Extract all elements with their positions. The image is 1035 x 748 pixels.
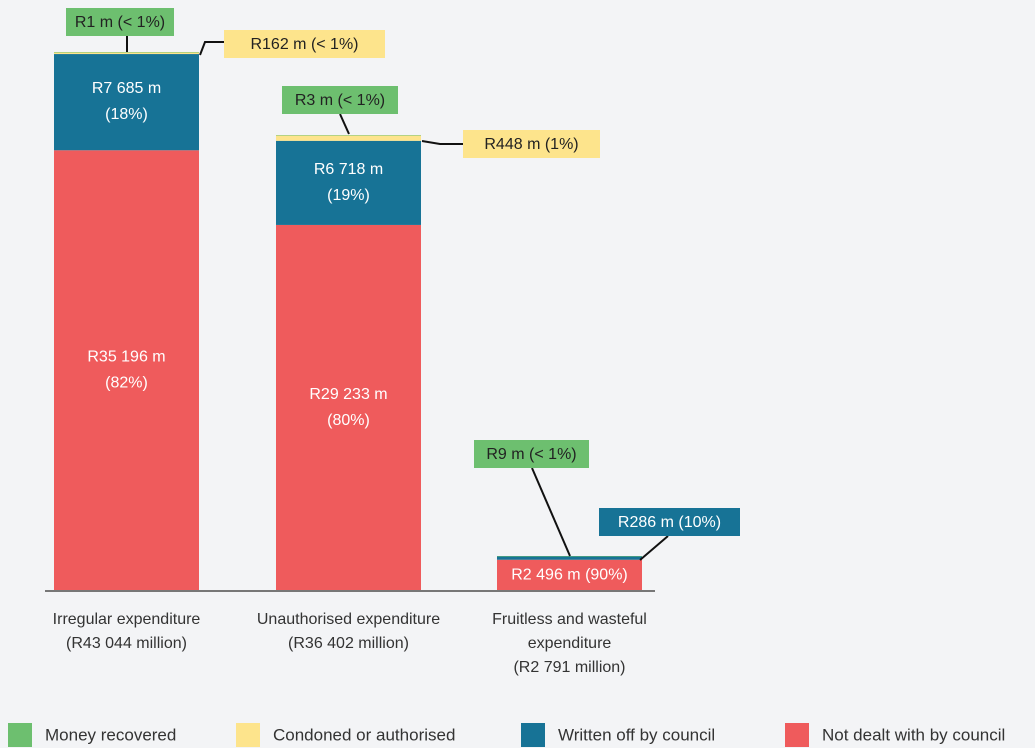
bar-segment (54, 52, 199, 53)
legend-label: Condoned or authorised (273, 725, 455, 744)
callout-line (339, 113, 350, 135)
x-tick-label: (R43 044 million) (66, 635, 187, 652)
bar-segment (497, 556, 642, 557)
x-tick-label: Fruitless and wasteful (492, 611, 647, 628)
legend-swatch (521, 723, 545, 747)
callout-box (474, 440, 589, 468)
bar-segment (276, 135, 421, 136)
x-tick-label: Unauthorised expenditure (257, 611, 440, 628)
value-label: R3 m (< 1%) (295, 92, 385, 109)
bar-segment (497, 556, 642, 560)
value-label: R9 m (< 1%) (486, 446, 576, 463)
bar-segment (54, 52, 199, 55)
callout-line (531, 467, 571, 557)
callout-box (599, 508, 740, 536)
callout-line (421, 140, 463, 145)
legend-swatch (785, 723, 809, 747)
bar-segment (497, 559, 642, 591)
value-label: R1 m (< 1%) (75, 14, 165, 31)
bar-segment (54, 150, 199, 592)
legend-swatch (8, 723, 32, 747)
value-label: R6 718 m (19%) (314, 161, 383, 204)
x-tick-label: (R36 402 million) (288, 635, 409, 652)
value-label: R7 685 m (18%) (92, 80, 161, 123)
bar-segment (276, 140, 421, 225)
value-label: R448 m (1%) (484, 136, 578, 153)
x-tick-label: (R2 791 million) (513, 659, 625, 676)
bar-segment (54, 54, 199, 151)
bar-segment (276, 135, 421, 141)
value-label: R35 196 m (82%) (87, 349, 165, 392)
value-label: R162 m (< 1%) (250, 36, 358, 53)
value-label: R286 m (10%) (618, 514, 721, 531)
callout-box (282, 86, 398, 114)
legend-label: Written off by council (558, 725, 715, 744)
value-label: R2 496 m (90%) (511, 567, 628, 584)
legend-swatch (236, 723, 260, 747)
x-tick-label: Irregular expenditure (53, 611, 201, 628)
callout-box (463, 130, 600, 158)
callout-box (66, 8, 174, 36)
legend-label: Not dealt with by council (822, 725, 1005, 744)
callout-line (639, 535, 669, 561)
value-label: R29 233 m (80%) (309, 386, 387, 429)
x-tick-label: expenditure (528, 635, 612, 652)
bar-segment (276, 224, 421, 591)
callout-line (199, 41, 224, 56)
callout-box (224, 30, 385, 58)
legend-label: Money recovered (45, 725, 176, 744)
